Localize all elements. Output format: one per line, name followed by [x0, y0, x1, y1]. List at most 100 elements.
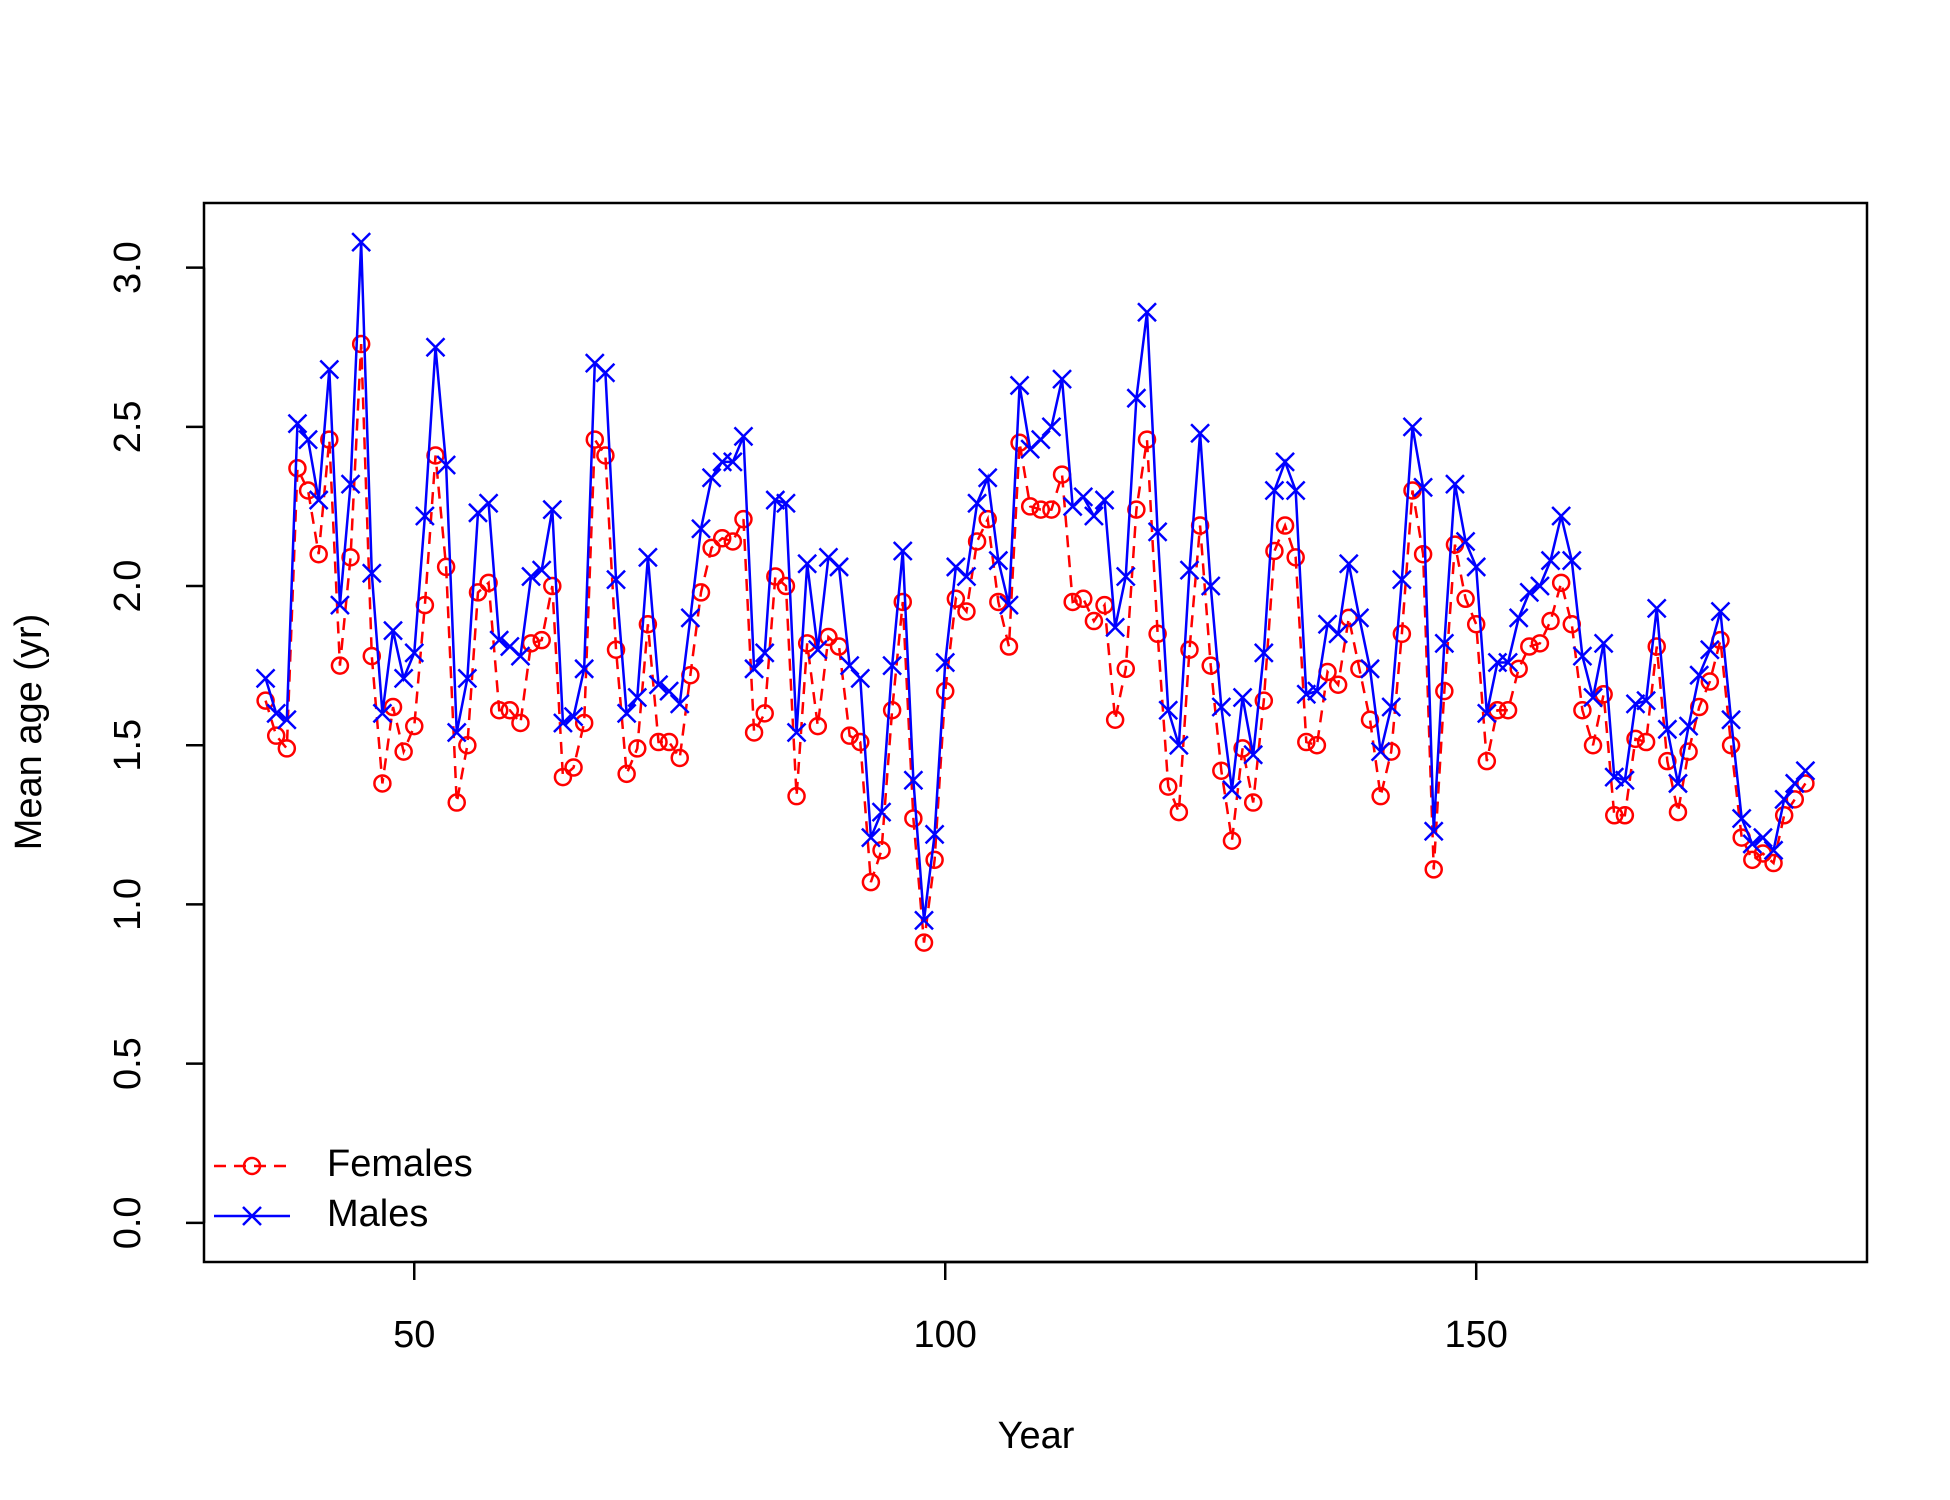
point: [574, 713, 594, 733]
point: [851, 732, 870, 752]
point: [1636, 732, 1656, 752]
point: [669, 693, 690, 714]
point: [1200, 576, 1221, 596]
point: [1222, 831, 1242, 851]
point: [1360, 710, 1380, 730]
point: [457, 668, 478, 689]
point: [1147, 522, 1168, 542]
point: [978, 509, 997, 529]
point: [925, 850, 944, 870]
point: [510, 646, 531, 666]
point: [1625, 693, 1646, 714]
series-line: [264, 343, 1807, 943]
point: [903, 770, 924, 791]
point: [405, 716, 424, 736]
point: [1646, 598, 1667, 619]
point: [521, 634, 541, 653]
point: [722, 451, 743, 472]
point: [638, 614, 658, 634]
point: [1774, 789, 1795, 810]
point: [1614, 770, 1635, 791]
point: [1455, 531, 1476, 552]
point: [1190, 423, 1210, 444]
point: [341, 548, 360, 567]
point: [649, 732, 668, 752]
point: [1700, 672, 1720, 691]
point: [1498, 652, 1518, 673]
point: [1572, 646, 1593, 666]
point: [1731, 808, 1752, 829]
point: [786, 722, 807, 743]
point: [1508, 607, 1529, 628]
point: [1583, 735, 1603, 755]
point: [1338, 553, 1359, 574]
point: [1551, 506, 1572, 526]
point: [1541, 611, 1560, 631]
point: [787, 786, 806, 806]
point: [872, 841, 891, 860]
point: [1476, 703, 1497, 724]
point: [277, 739, 297, 758]
point: [1668, 802, 1688, 822]
point: [1041, 416, 1062, 437]
point: [1286, 548, 1305, 567]
point: [1647, 637, 1666, 656]
point: [850, 668, 871, 689]
y-tick-label: 0.5: [107, 1037, 149, 1090]
point: [1540, 550, 1561, 571]
point: [702, 538, 721, 558]
point: [383, 697, 403, 717]
point: [1042, 500, 1061, 519]
point: [1583, 687, 1603, 708]
point: [319, 359, 340, 380]
point: [755, 704, 774, 723]
point: [1307, 681, 1327, 701]
point: [1169, 802, 1189, 822]
x-axis-label: Year: [998, 1415, 1075, 1457]
point: [1573, 700, 1592, 720]
point: [446, 722, 467, 743]
point: [1116, 659, 1136, 679]
point: [1434, 633, 1455, 654]
point: [1148, 624, 1167, 644]
point: [1520, 637, 1539, 656]
point: [627, 687, 648, 708]
point: [1073, 487, 1094, 507]
point: [1784, 773, 1805, 794]
point: [1265, 541, 1284, 561]
point: [861, 872, 881, 892]
point: [266, 703, 287, 724]
point: [1721, 709, 1741, 730]
point: [574, 658, 595, 679]
point: [1275, 516, 1295, 535]
point: [1253, 643, 1274, 663]
point: [1222, 779, 1242, 800]
point: [776, 576, 796, 596]
point: [861, 827, 881, 848]
point: [340, 474, 361, 495]
point: [1423, 821, 1444, 842]
point: [617, 764, 636, 784]
point: [532, 630, 551, 650]
point: [957, 602, 976, 621]
point: [1275, 451, 1295, 472]
point: [1678, 716, 1699, 737]
point: [1477, 751, 1497, 771]
point: [1285, 480, 1306, 501]
point: [1699, 639, 1720, 660]
point: [754, 643, 775, 663]
point: [425, 337, 446, 358]
point: [489, 700, 509, 720]
point: [691, 518, 711, 539]
point: [543, 576, 562, 596]
point: [373, 774, 392, 793]
point: [1605, 806, 1624, 825]
point: [977, 467, 998, 488]
point: [276, 709, 297, 730]
point: [1307, 735, 1327, 755]
point: [1551, 573, 1571, 593]
point: [1466, 557, 1487, 577]
point: [288, 458, 307, 478]
point: [468, 583, 488, 602]
point: [808, 716, 828, 736]
